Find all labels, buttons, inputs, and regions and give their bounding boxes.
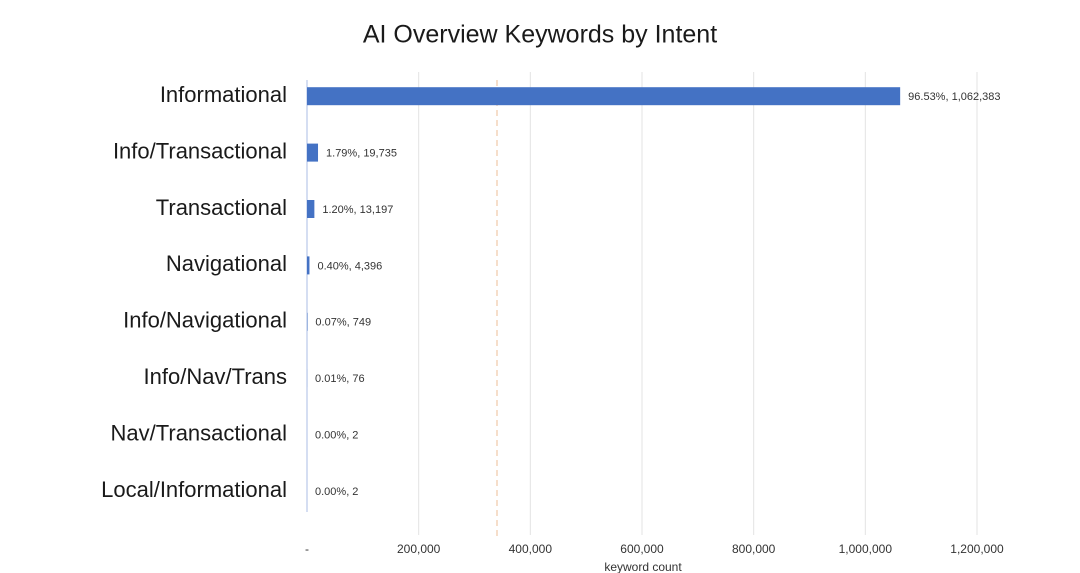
bar: [307, 143, 319, 162]
x-tick-label: 200,000: [397, 542, 441, 556]
y-tick-label: Navigational: [166, 251, 287, 276]
y-tick-label: Info/Nav/Trans: [144, 364, 287, 389]
value-label: 0.01%, 76: [315, 373, 365, 385]
value-label: 96.53%, 1,062,383: [908, 91, 1000, 103]
x-tick-label: 1,000,000: [839, 542, 893, 556]
value-label: 0.07%, 749: [315, 317, 371, 329]
value-label: 1.20%, 13,197: [322, 204, 393, 216]
x-tick-label: 600,000: [620, 542, 664, 556]
value-label: 1.79%, 19,735: [326, 148, 397, 160]
y-tick-label: Local/Informational: [101, 477, 287, 502]
y-tick-label: Info/Transactional: [113, 138, 287, 163]
y-tick-label: Info/Navigational: [123, 308, 287, 333]
y-tick-label: Informational: [160, 82, 287, 107]
x-axis-label: keyword count: [604, 560, 682, 573]
grid: [418, 72, 978, 535]
x-tick-label: 800,000: [732, 542, 776, 556]
value-label: 0.00%, 2: [315, 430, 358, 442]
y-tick-label: Transactional: [156, 195, 287, 220]
chart-title: AI Overview Keywords by Intent: [363, 21, 717, 49]
bar: [307, 87, 901, 106]
x-tick-label: 1,200,000: [950, 542, 1004, 556]
bar: [307, 256, 310, 275]
x-tick-label: -: [305, 542, 309, 556]
value-label: 0.40%, 4,396: [317, 260, 382, 272]
y-tick-label: Nav/Transactional: [111, 420, 287, 445]
bar: [307, 200, 315, 218]
value-label: 0.00%, 2: [315, 486, 358, 498]
x-tick-label: 400,000: [509, 542, 553, 556]
